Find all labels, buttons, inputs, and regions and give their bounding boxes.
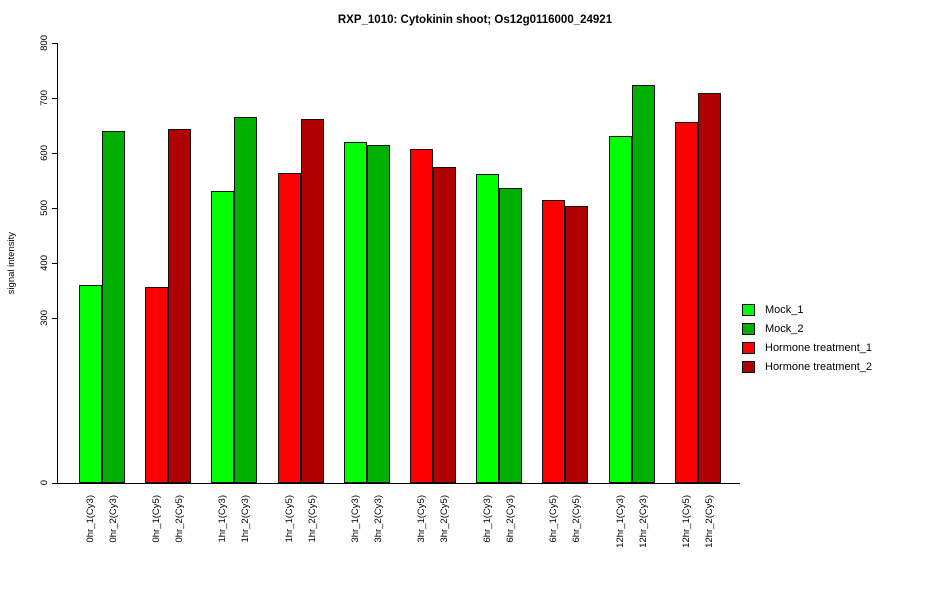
bar xyxy=(697,93,721,483)
x-axis-tick-label-text: 1hr_2(Cy5) xyxy=(306,495,318,543)
x-axis-tick-label: 12hr_2(Cy3) xyxy=(636,495,650,548)
legend-item: Mock_1 xyxy=(742,300,872,319)
x-axis-tick-label-text: 6hr_2(Cy5) xyxy=(571,495,583,543)
x-axis-tick-label-text: 3hr_1(Cy3) xyxy=(349,495,361,543)
x-axis-tick-label-text: 12hr_2(Cy5) xyxy=(703,495,715,548)
bar xyxy=(211,190,235,483)
bar xyxy=(608,135,632,483)
bar xyxy=(476,173,500,483)
x-axis-tick-label: 12hr_1(Cy3) xyxy=(613,495,627,548)
x-axis-tick-label-text: 12hr_1(Cy5) xyxy=(680,495,692,548)
y-axis-tick xyxy=(52,482,58,484)
x-axis-tick-label-text: 1hr_1(Cy3) xyxy=(217,495,229,543)
legend-swatch xyxy=(742,341,755,354)
legend-item: Hormone treatment_1 xyxy=(742,338,872,357)
bar xyxy=(300,118,324,483)
legend-label: Hormone treatment_1 xyxy=(765,341,872,354)
chart-title: RXP_1010: Cytokinin shoot; Os12g0116000_… xyxy=(337,14,613,26)
bar xyxy=(277,172,301,483)
y-axis-tick-label-text: 400 xyxy=(38,255,50,271)
legend-label: Mock_1 xyxy=(765,303,804,316)
x-axis-tick-label: 0hr_1(Cy5) xyxy=(150,495,164,543)
legend-item: Hormone treatment_2 xyxy=(742,357,872,376)
x-axis-tick-label: 6hr_2(Cy5) xyxy=(570,495,584,543)
x-axis-tick-label-text: 3hr_1(Cy5) xyxy=(416,495,427,543)
x-axis-tick-label: 3hr_1(Cy3) xyxy=(348,495,362,543)
y-axis-tick xyxy=(52,262,58,264)
bar xyxy=(674,122,698,483)
y-axis-title-text: signal intensity xyxy=(5,231,17,295)
x-axis-tick-label: 1hr_1(Cy5) xyxy=(282,495,296,543)
x-axis-tick-label-text: 1hr_2(Cy3) xyxy=(240,495,252,543)
y-axis-tick-label-text: 0 xyxy=(38,480,50,486)
x-axis-tick-label-text: 0hr_1(Cy5) xyxy=(151,495,163,543)
bar xyxy=(145,286,169,483)
legend: Mock_1 Mock_2 Hormone treatment_1 Hormone t… xyxy=(742,300,872,376)
y-axis-tick-label-text: 500 xyxy=(38,200,50,216)
bar xyxy=(102,131,125,483)
bar xyxy=(343,142,367,483)
x-axis-tick-label-text: 1hr_1(Cy5) xyxy=(283,495,295,543)
bar xyxy=(433,167,456,483)
x-axis-tick-label-text: 0hr_1(Cy3) xyxy=(85,495,96,543)
bar xyxy=(631,85,655,483)
y-axis-tick xyxy=(52,97,58,99)
bar xyxy=(565,205,589,483)
x-axis-tick-label: 3hr_1(Cy5) xyxy=(415,495,429,543)
legend-swatch xyxy=(742,303,755,316)
legend-swatch xyxy=(742,322,755,335)
x-axis-tick-label: 3hr_2(Cy5) xyxy=(438,495,452,543)
x-axis-tick-label: 0hr_1(Cy3) xyxy=(84,495,98,543)
x-axis-tick-label-text: 6hr_1(Cy3) xyxy=(482,495,494,543)
y-axis-tick xyxy=(52,152,58,154)
y-axis-tick-label-text: 300 xyxy=(38,310,50,326)
y-axis-tick-label-text: 700 xyxy=(38,90,50,106)
bar xyxy=(410,149,433,483)
bar xyxy=(366,145,390,483)
x-axis-tick-label: 3hr_2(Cy3) xyxy=(371,495,385,543)
x-axis-tick-label: 0hr_2(Cy5) xyxy=(173,495,187,543)
x-axis-tick-label: 1hr_2(Cy5) xyxy=(305,495,319,543)
x-axis-tick-label-text: 6hr_1(Cy5) xyxy=(548,495,560,543)
y-axis-tick-label-text: 600 xyxy=(38,145,50,161)
y-axis-tick xyxy=(52,42,58,44)
legend-label: Mock_2 xyxy=(765,322,804,335)
x-axis-tick-label-text: 3hr_2(Cy3) xyxy=(372,495,384,543)
bar xyxy=(542,199,566,483)
x-axis-tick-label: 12hr_2(Cy5) xyxy=(702,495,716,548)
x-axis-tick-label: 6hr_2(Cy3) xyxy=(504,495,518,543)
bar xyxy=(168,129,192,483)
x-axis-tick-label-text: 0hr_2(Cy3) xyxy=(108,495,119,543)
y-axis-tick xyxy=(52,207,58,209)
x-axis-tick-label: 12hr_1(Cy5) xyxy=(679,495,693,548)
x-axis-tick-label-text: 0hr_2(Cy5) xyxy=(174,495,186,543)
x-axis-tick-label-text: 6hr_2(Cy3) xyxy=(505,495,517,543)
x-axis-tick-label: 0hr_2(Cy3) xyxy=(107,495,121,543)
x-axis-tick-label: 6hr_1(Cy3) xyxy=(481,495,495,543)
bar xyxy=(79,285,102,483)
x-axis-tick-label-text: 3hr_2(Cy5) xyxy=(439,495,450,543)
bar xyxy=(234,117,258,483)
x-axis-tick-label: 1hr_1(Cy3) xyxy=(216,495,230,543)
y-axis-tick-label-text: 800 xyxy=(38,35,50,51)
x-axis-tick-label-text: 12hr_1(Cy3) xyxy=(614,495,626,548)
y-axis-tick xyxy=(52,317,58,319)
x-axis-tick-label-text: 12hr_2(Cy3) xyxy=(637,495,649,548)
legend-item: Mock_2 xyxy=(742,319,872,338)
x-axis-tick-label: 1hr_2(Cy3) xyxy=(239,495,253,543)
x-axis-tick-label: 6hr_1(Cy5) xyxy=(547,495,561,543)
legend-label: Hormone treatment_2 xyxy=(765,360,872,373)
bar xyxy=(499,188,523,483)
plot-area: 0 300 400 500 600 700 800 0hr_1(Cy3) 0hr_2(Cy3) 0… xyxy=(39,35,740,548)
legend-swatch xyxy=(742,360,755,373)
